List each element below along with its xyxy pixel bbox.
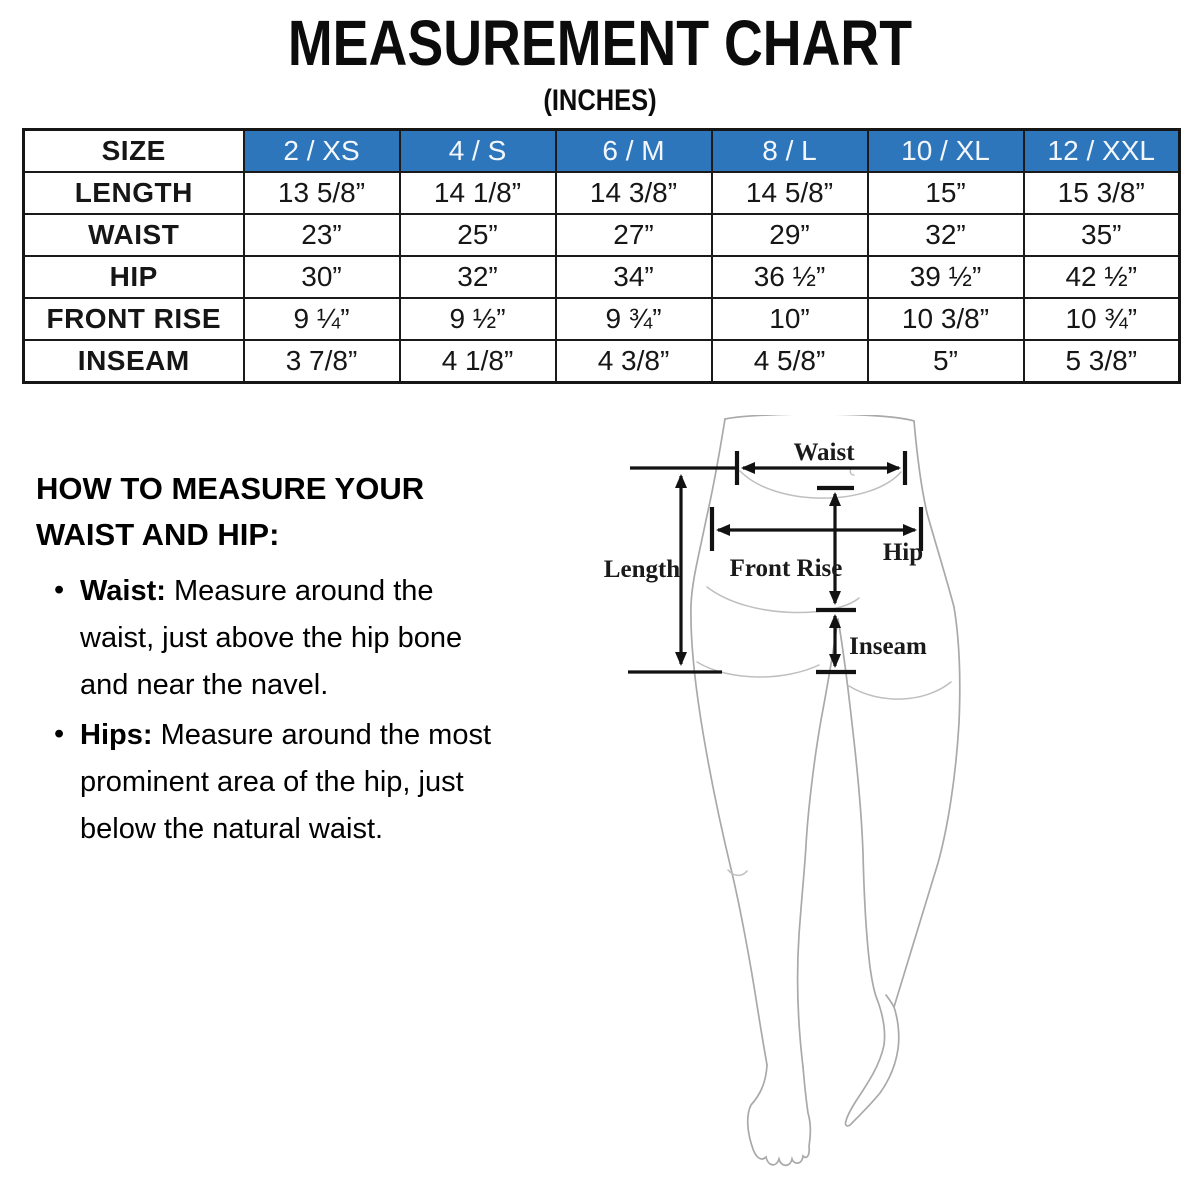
measure-tips-list: • Waist: Measure around the waist, just … bbox=[36, 568, 596, 853]
table-row-hip: HIP 30” 32” 34” 36 ½” 39 ½” 42 ½” bbox=[22, 255, 1181, 299]
row-label-front-rise: FRONT RISE bbox=[22, 297, 245, 341]
table-cell: 25” bbox=[398, 213, 557, 257]
table-row-inseam: INSEAM 3 7/8” 4 1/8” 4 3/8” 4 5/8” 5” 5 … bbox=[22, 339, 1181, 384]
table-cell: 39 ½” bbox=[866, 255, 1025, 299]
size-header-cell: 2 / XS bbox=[242, 128, 401, 173]
heading-line-1: HOW TO MEASURE YOUR bbox=[36, 471, 425, 506]
hip-label: Hip bbox=[883, 539, 923, 566]
size-header-cell: 10 / XL bbox=[866, 128, 1025, 173]
waist-label: Waist bbox=[793, 439, 855, 466]
table-cell: 29” bbox=[710, 213, 869, 257]
table-cell: 5 3/8” bbox=[1022, 339, 1181, 384]
table-cell: 9 ¼” bbox=[242, 297, 401, 341]
bullet-line: prominent area of the hip, just bbox=[80, 766, 464, 798]
legs-illustration bbox=[690, 415, 961, 1167]
table-cell: 27” bbox=[554, 213, 713, 257]
table-cell: 35” bbox=[1022, 213, 1181, 257]
size-header-cell: 6 / M bbox=[554, 128, 713, 173]
size-header-cell: 4 / S bbox=[398, 128, 557, 173]
measurement-annotations: Waist Hip Length Front Rise Inseam bbox=[604, 439, 927, 675]
table-cell: 14 3/8” bbox=[554, 171, 713, 215]
table-cell: 30” bbox=[242, 255, 401, 299]
list-item-waist: • Waist: Measure around the waist, just … bbox=[36, 568, 596, 709]
table-cell: 42 ½” bbox=[1022, 255, 1181, 299]
table-cell: 9 ½” bbox=[398, 297, 557, 341]
table-cell: 32” bbox=[398, 255, 557, 299]
table-cell: 34” bbox=[554, 255, 713, 299]
table-cell: 5” bbox=[866, 339, 1025, 384]
table-row-front-rise: FRONT RISE 9 ¼” 9 ½” 9 ¾” 10” 10 3/8” 10… bbox=[22, 297, 1181, 341]
table-row-size: SIZE 2 / XS 4 / S 6 / M 8 / L 10 / XL 12… bbox=[22, 128, 1181, 173]
bullet-line: below the natural waist. bbox=[80, 813, 384, 845]
row-label-hip: HIP bbox=[22, 255, 245, 299]
bullet-term: Waist: bbox=[80, 575, 166, 607]
list-item-hips: • Hips: Measure around the most prominen… bbox=[36, 712, 596, 853]
bullet-line: and near the navel. bbox=[80, 669, 329, 701]
table-cell: 36 ½” bbox=[710, 255, 869, 299]
table-row-length: LENGTH 13 5/8” 14 1/8” 14 3/8” 14 5/8” 1… bbox=[22, 171, 1181, 215]
row-label-size: SIZE bbox=[22, 128, 245, 173]
how-to-measure-section: HOW TO MEASURE YOUR WAIST AND HIP: • Wai… bbox=[36, 466, 596, 853]
bullet-line: waist, just above the hip bone bbox=[80, 622, 463, 654]
table-cell: 10 3/8” bbox=[866, 297, 1025, 341]
table-cell: 3 7/8” bbox=[242, 339, 401, 384]
table-cell: 15” bbox=[866, 171, 1025, 215]
measurement-diagram: Waist Hip Length Front Rise Inseam bbox=[600, 415, 1080, 1175]
table-cell: 14 5/8” bbox=[710, 171, 869, 215]
table-cell: 4 1/8” bbox=[398, 339, 557, 384]
table-cell: 13 5/8” bbox=[242, 171, 401, 215]
bullet-line: Hips: Measure around the most bbox=[80, 719, 492, 751]
heading-line-2: WAIST AND HIP: bbox=[36, 517, 280, 552]
size-header-cell: 12 / XXL bbox=[1022, 128, 1181, 173]
units-subtitle: (INCHES) bbox=[543, 84, 657, 117]
size-measurement-table: SIZE 2 / XS 4 / S 6 / M 8 / L 10 / XL 12… bbox=[22, 128, 1181, 384]
row-label-waist: WAIST bbox=[22, 213, 245, 257]
page-title: MEASUREMENT CHART bbox=[287, 7, 913, 79]
size-header-cell: 8 / L bbox=[710, 128, 869, 173]
front-rise-label: Front Rise bbox=[730, 555, 843, 582]
table-cell: 10” bbox=[710, 297, 869, 341]
inseam-label: Inseam bbox=[849, 633, 927, 660]
table-cell: 32” bbox=[866, 213, 1025, 257]
bullet-icon: • bbox=[54, 718, 65, 750]
table-cell: 4 5/8” bbox=[710, 339, 869, 384]
table-row-waist: WAIST 23” 25” 27” 29” 32” 35” bbox=[22, 213, 1181, 257]
row-label-inseam: INSEAM bbox=[22, 339, 245, 384]
table-cell: 4 3/8” bbox=[554, 339, 713, 384]
table-cell: 14 1/8” bbox=[398, 171, 557, 215]
section-heading: HOW TO MEASURE YOUR WAIST AND HIP: bbox=[36, 466, 596, 558]
length-label: Length bbox=[604, 556, 681, 583]
bullet-term: Hips: bbox=[80, 719, 153, 751]
table-cell: 10 ¾” bbox=[1022, 297, 1181, 341]
table-cell: 9 ¾” bbox=[554, 297, 713, 341]
row-label-length: LENGTH bbox=[22, 171, 245, 215]
table-cell: 15 3/8” bbox=[1022, 171, 1181, 215]
table-cell: 23” bbox=[242, 213, 401, 257]
bullet-icon: • bbox=[54, 574, 65, 606]
bullet-line: Waist: Measure around the bbox=[80, 575, 434, 607]
